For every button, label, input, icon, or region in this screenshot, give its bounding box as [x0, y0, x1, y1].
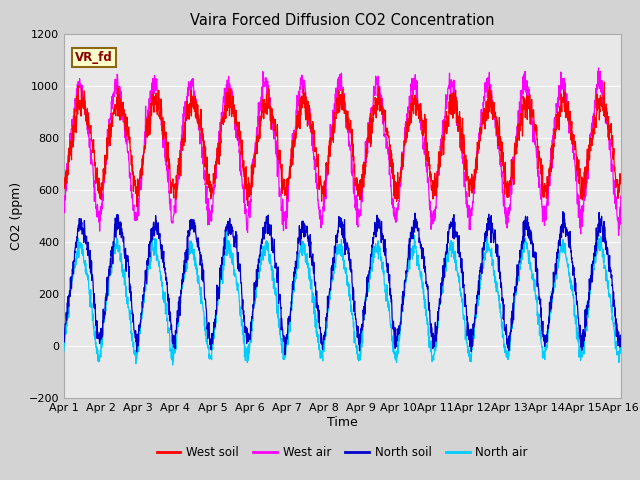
Title: Vaira Forced Diffusion CO2 Concentration: Vaira Forced Diffusion CO2 Concentration — [190, 13, 495, 28]
Text: VR_fd: VR_fd — [75, 51, 113, 64]
Legend: West soil, West air, North soil, North air: West soil, West air, North soil, North a… — [152, 441, 532, 464]
Y-axis label: CO2 (ppm): CO2 (ppm) — [10, 182, 23, 250]
X-axis label: Time: Time — [327, 416, 358, 429]
